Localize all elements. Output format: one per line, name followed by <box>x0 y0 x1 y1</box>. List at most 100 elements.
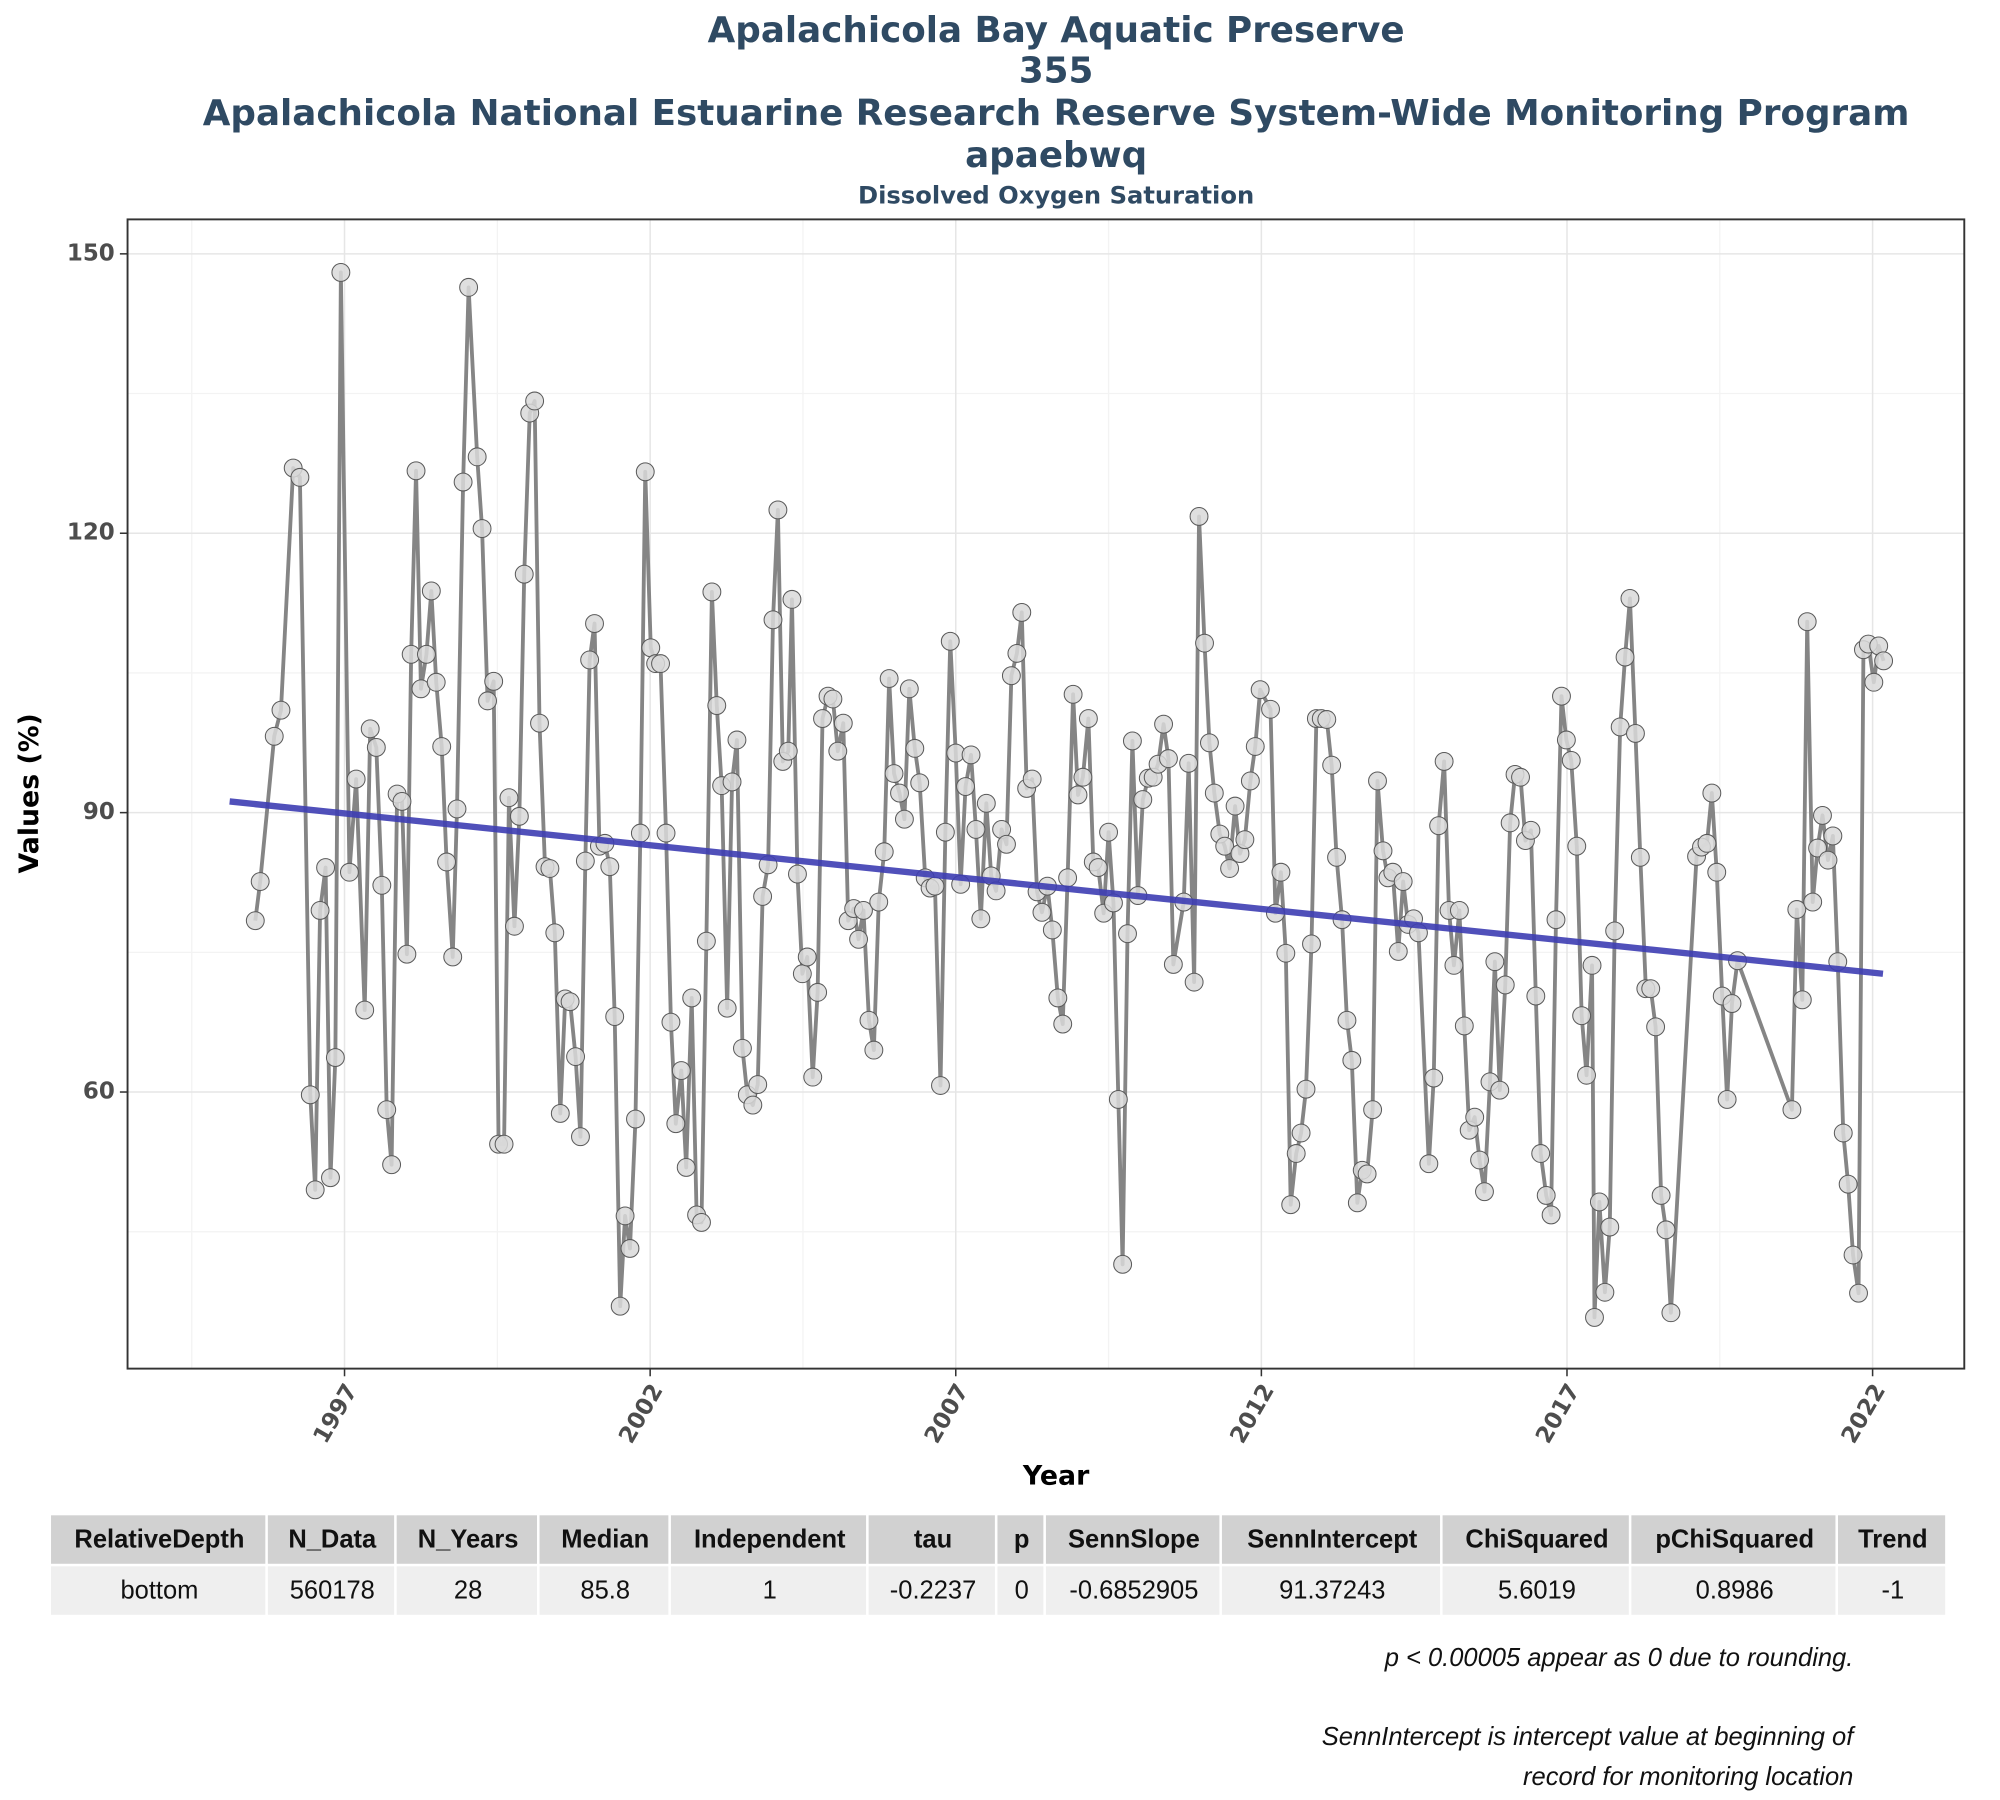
data-point <box>530 713 549 733</box>
data-point <box>417 644 436 664</box>
data-point <box>940 631 960 651</box>
data-point <box>1541 1205 1561 1225</box>
data-point <box>956 777 975 796</box>
data-point <box>550 1104 570 1123</box>
data-point <box>890 783 909 803</box>
data-point <box>849 929 869 949</box>
data-point <box>1199 733 1219 753</box>
footnote: SennIntercept is intercept value at begi… <box>1322 1723 1857 1751</box>
data-point <box>626 1109 645 1129</box>
data-point <box>1661 1303 1681 1323</box>
data-point <box>1434 751 1454 771</box>
data-point <box>1546 910 1566 930</box>
data-point <box>1823 826 1843 846</box>
table-cell <box>670 1566 867 1615</box>
data-point <box>1424 1068 1444 1088</box>
data-point <box>1250 680 1270 700</box>
data-point <box>656 823 676 843</box>
data-point <box>505 916 524 936</box>
table-cell <box>539 1566 669 1615</box>
data-point <box>1393 872 1413 891</box>
table-cell-text: 1 <box>763 1577 777 1605</box>
data-point <box>1818 850 1838 870</box>
table-header: tau <box>914 1526 952 1554</box>
table-cell <box>997 1566 1044 1615</box>
data-point <box>1620 588 1640 608</box>
footnote: p < 0.00005 appear as 0 due to rounding. <box>1384 1644 1854 1672</box>
table-header-cell <box>868 1515 995 1564</box>
data-point <box>1787 900 1807 919</box>
data-point <box>1204 783 1224 803</box>
data-point <box>1245 737 1265 756</box>
data-point <box>823 689 843 709</box>
data-point <box>743 1095 763 1115</box>
data-point <box>635 462 655 482</box>
data-point <box>696 931 716 951</box>
data-point <box>1032 902 1052 922</box>
table-cell-text: -0.2237 <box>890 1577 976 1605</box>
table-cell-text: 0 <box>1015 1577 1029 1605</box>
data-point <box>360 719 380 739</box>
data-point <box>1317 710 1337 729</box>
data-point <box>1465 1107 1485 1127</box>
data-point <box>580 650 600 670</box>
data-point <box>1022 769 1042 789</box>
table-cell <box>1838 1566 1946 1615</box>
data-point <box>453 472 473 492</box>
data-point <box>331 263 351 282</box>
data-point <box>925 876 945 896</box>
data-point <box>1556 730 1576 750</box>
data-point <box>245 911 265 931</box>
data-point <box>1113 1254 1133 1274</box>
data-point <box>905 738 925 758</box>
table-header: Trend <box>1858 1526 1927 1554</box>
data-point <box>484 671 504 691</box>
data-point <box>1833 1123 1853 1143</box>
data-point <box>1373 841 1393 861</box>
data-point <box>1063 684 1083 704</box>
data-point <box>1646 1017 1666 1037</box>
data-point <box>1651 1185 1671 1205</box>
data-point <box>1485 952 1505 972</box>
data-point <box>1347 1193 1367 1213</box>
data-point <box>1429 816 1449 836</box>
data-point <box>676 1158 696 1177</box>
data-point <box>1803 892 1823 912</box>
data-point <box>1159 749 1178 769</box>
data-point <box>1567 836 1587 856</box>
data-point <box>1240 771 1260 791</box>
data-point <box>382 1155 402 1175</box>
data-point <box>300 1085 320 1105</box>
data-point <box>575 851 595 871</box>
data-point <box>325 1048 345 1068</box>
data-point <box>585 614 604 634</box>
data-point <box>1641 979 1661 999</box>
data-point <box>1589 1192 1609 1212</box>
table-cell-text: 560178 <box>290 1577 375 1605</box>
table-cell <box>1631 1566 1836 1615</box>
data-point <box>355 1000 375 1020</box>
data-point <box>1296 1079 1316 1099</box>
data-point <box>651 654 670 674</box>
data-point <box>1327 847 1346 867</box>
data-point <box>971 909 991 929</box>
y-tick-label: 120 <box>67 520 115 546</box>
data-point <box>1078 709 1098 729</box>
data-point <box>472 519 492 539</box>
data-point <box>1271 862 1291 882</box>
data-point <box>931 1076 950 1095</box>
chart-title: Apalachicola Bay Aquatic Preserve <box>708 10 1405 51</box>
data-point <box>1276 943 1296 963</box>
table-cell-text: bottom <box>120 1577 198 1605</box>
data-point <box>566 1047 586 1067</box>
table-cell <box>868 1566 995 1615</box>
data-point <box>797 947 817 967</box>
table-cell <box>1221 1566 1441 1615</box>
data-point <box>1722 994 1742 1013</box>
table-header: SennIntercept <box>1247 1526 1418 1554</box>
data-point <box>1490 1080 1510 1100</box>
data-point <box>1874 651 1894 671</box>
data-point <box>727 730 747 750</box>
data-point <box>1388 941 1408 961</box>
